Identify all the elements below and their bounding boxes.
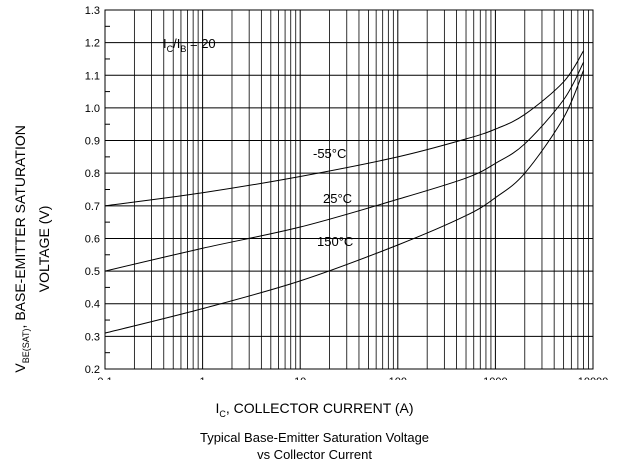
caption-line-1: Typical Base-Emitter Saturation Voltage [199, 430, 430, 445]
series-label-minus55: -55°C [313, 146, 346, 161]
series-line-0 [104, 50, 584, 207]
x-tick-label: 1 [200, 376, 206, 380]
y-tick-label: 0.9 [85, 136, 100, 148]
plot-frame [104, 9, 594, 370]
y-axis-label: VBE(SAT), BASE-EMITTER SATURATION VOLTAG… [12, 125, 52, 373]
x-tick-label: 100 [389, 376, 407, 380]
series-label-25: 25°C [323, 191, 352, 206]
y-tick-label: 0.2 [85, 364, 100, 376]
x-tick-label: 10000 [578, 376, 609, 380]
series-line-1 [104, 61, 584, 272]
x-tick-labels: 0.1 1 10 100 1000 10000 [97, 376, 608, 380]
series-label-150: 150°C [317, 234, 353, 249]
y-tick-label: 0.3 [85, 331, 100, 343]
y-tick-label: 0.8 [85, 168, 100, 180]
caption-line-2: vs Collector Current [257, 447, 372, 462]
series-lines [104, 50, 585, 334]
y-tick-label: 0.4 [85, 299, 100, 311]
y-tick-label: 0.5 [85, 266, 100, 278]
y-tick-label: 1.0 [85, 103, 100, 115]
y-tick-label: 0.6 [85, 233, 100, 245]
y-tick-label: 1.3 [85, 5, 100, 17]
condition-annotation: IC/IB = 20 [163, 36, 216, 54]
chart: 0.2 0.3 0.4 0.5 0.6 0.7 0.8 0.9 1.0 1.1 1.2 1.3 0.1… [85, 5, 609, 380]
y-tick-label: 0.7 [85, 201, 100, 213]
y-tick-label: 1.2 [85, 38, 100, 50]
series-line-2 [104, 70, 585, 334]
grid [104, 9, 593, 370]
y-tick-label: 1.1 [85, 70, 100, 82]
x-tick-label: 10 [294, 376, 306, 380]
y-tick-labels: 0.2 0.3 0.4 0.5 0.6 0.7 0.8 0.9 1.0 1.1 1.2 1.3 [85, 5, 100, 376]
x-tick-label: 1000 [483, 376, 507, 380]
x-tick-label: 0.1 [97, 376, 112, 380]
x-axis-label: IC, COLLECTOR CURRENT (A) [215, 400, 414, 419]
